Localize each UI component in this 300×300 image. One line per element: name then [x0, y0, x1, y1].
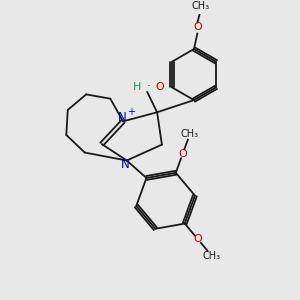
Text: ·: · — [147, 80, 151, 93]
Text: O: O — [155, 82, 164, 92]
Text: O: O — [193, 22, 202, 32]
Text: CH₃: CH₃ — [181, 129, 199, 139]
Text: O: O — [194, 234, 202, 244]
Text: N: N — [118, 111, 127, 124]
Text: +: + — [127, 107, 135, 117]
Text: H: H — [133, 82, 141, 92]
Text: CH₃: CH₃ — [192, 2, 210, 11]
Text: O: O — [178, 148, 187, 159]
Text: N: N — [121, 158, 130, 171]
Text: CH₃: CH₃ — [202, 250, 220, 260]
